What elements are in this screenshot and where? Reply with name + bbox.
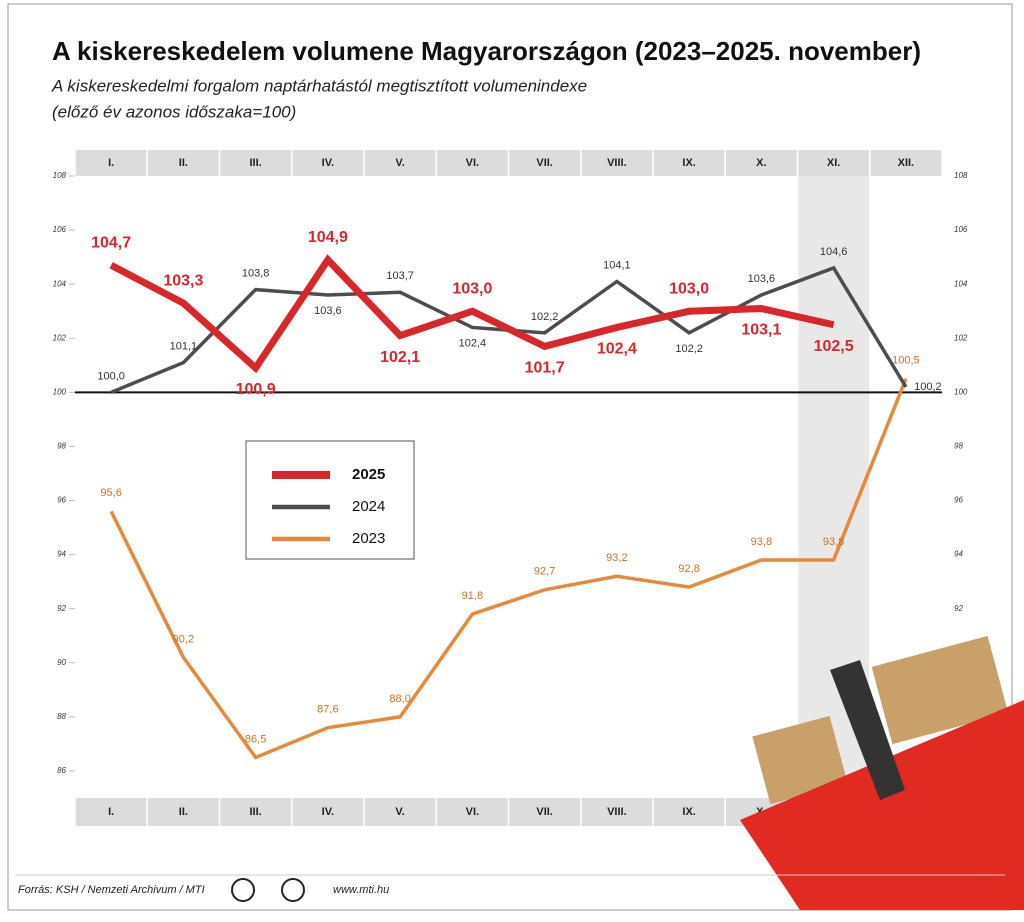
data-label: 92,8: [678, 563, 699, 575]
x-tick-label: X.: [756, 157, 766, 169]
series-line: [109, 254, 835, 374]
x-tick-label: I.: [108, 806, 114, 818]
x-tick-label: XI.: [827, 157, 840, 169]
data-label: 103,6: [314, 305, 342, 317]
series-line: [109, 378, 908, 760]
website: www.mti.hu: [333, 884, 389, 896]
y-tick-label: 100: [954, 387, 968, 396]
data-label: 100,0: [97, 370, 125, 382]
logo: [281, 878, 305, 902]
data-label: 100,9: [236, 381, 276, 398]
data-label: 103,0: [452, 280, 492, 297]
y-tick-label: 98: [954, 442, 963, 451]
x-tick-label: XII.: [898, 157, 915, 169]
subtitle: (előző év azonos időszaka=100): [52, 102, 296, 121]
legend-label: 2023: [352, 530, 385, 547]
x-tick-label: VIII.: [607, 157, 627, 169]
x-tick-label: VII.: [536, 806, 553, 818]
x-tick-label: VIII.: [607, 806, 627, 818]
data-label: 93,8: [751, 536, 772, 548]
y-tick-label: 106: [954, 225, 968, 234]
y-tick-label: 92: [954, 604, 963, 613]
y-tick-label: 90: [57, 658, 66, 667]
data-label: 102,4: [597, 341, 637, 358]
y-tick-label: 88: [57, 712, 66, 721]
x-tick-label: VII.: [536, 157, 553, 169]
data-label: 102,1: [380, 349, 420, 366]
x-tick-label: IV.: [322, 806, 334, 818]
basket: [740, 635, 1024, 910]
data-label: 102,5: [814, 338, 854, 355]
y-tick-label: 108: [954, 171, 968, 180]
data-label: 102,2: [675, 343, 703, 355]
data-label: 104,7: [91, 234, 131, 251]
y-tick-label: 104: [954, 279, 968, 288]
data-label: 104,6: [820, 246, 848, 258]
x-tick-label: VI.: [466, 157, 479, 169]
data-label: 103,8: [242, 267, 270, 279]
data-label: 88,0: [389, 693, 410, 705]
data-label: 102,4: [459, 337, 487, 349]
data-label: 100,5: [892, 355, 920, 367]
data-label: 87,6: [317, 704, 338, 716]
data-label: 90,2: [173, 633, 194, 645]
y-tick-label: 96: [57, 496, 66, 505]
data-label: 101,1: [170, 341, 198, 353]
y-tick-label: 94: [954, 550, 963, 559]
y-tick-label: 106: [53, 225, 67, 234]
data-label: 101,7: [525, 360, 565, 377]
x-tick-label: II.: [179, 157, 188, 169]
x-tick-label: I.: [108, 157, 114, 169]
y-tick-label: 102: [954, 333, 968, 342]
data-label: 102,2: [531, 311, 559, 323]
data-label: 103,6: [748, 273, 776, 285]
data-label: 103,7: [386, 270, 414, 282]
y-tick-label: 98: [57, 442, 66, 451]
x-tick-label: IX.: [682, 806, 695, 818]
x-tick-label: II.: [179, 806, 188, 818]
y-tick-label: 100: [53, 387, 67, 396]
source: Forrás: KSH / Nemzeti Archivum / MTI: [18, 884, 205, 896]
x-tick-label: V.: [395, 157, 404, 169]
x-tick-label: V.: [395, 806, 404, 818]
y-tick-label: 86: [57, 766, 66, 775]
data-label: 103,0: [669, 280, 709, 297]
data-label: 103,3: [163, 272, 203, 289]
legend-label: 2024: [352, 498, 385, 515]
data-label: 103,1: [741, 322, 781, 339]
data-label: 100,2: [914, 381, 942, 393]
data-label: 86,5: [245, 733, 266, 745]
x-tick-label: IX.: [682, 157, 695, 169]
x-tick-label: III.: [250, 157, 262, 169]
y-tick-label: 104: [53, 279, 67, 288]
y-tick-label: 108: [53, 171, 67, 180]
data-label: 93,2: [606, 552, 627, 564]
legend: [245, 440, 415, 560]
data-label: 92,7: [534, 566, 555, 578]
data-label: 104,1: [603, 259, 631, 271]
subtitle: A kiskereskedelmi forgalom naptárhatástó…: [51, 76, 587, 95]
legend-label: 2025: [352, 466, 385, 483]
logo: [231, 878, 255, 902]
x-tick-label: III.: [250, 806, 262, 818]
x-tick-label: VI.: [466, 806, 479, 818]
x-tick-label: IV.: [322, 157, 334, 169]
legend-items: 2025 2024 2023: [272, 466, 385, 547]
data-label: 93,8: [823, 536, 844, 548]
data-label: 95,6: [100, 487, 121, 499]
y-tick-label: 96: [954, 496, 963, 505]
data-label: 104,9: [308, 229, 348, 246]
y-tick-label: 92: [57, 604, 66, 613]
data-label: 91,8: [462, 590, 483, 602]
y-tick-label: 94: [57, 550, 66, 559]
y-tick-label: 102: [53, 333, 67, 342]
chart-title: A kiskereskedelem volumene Magyarországo…: [52, 36, 921, 66]
